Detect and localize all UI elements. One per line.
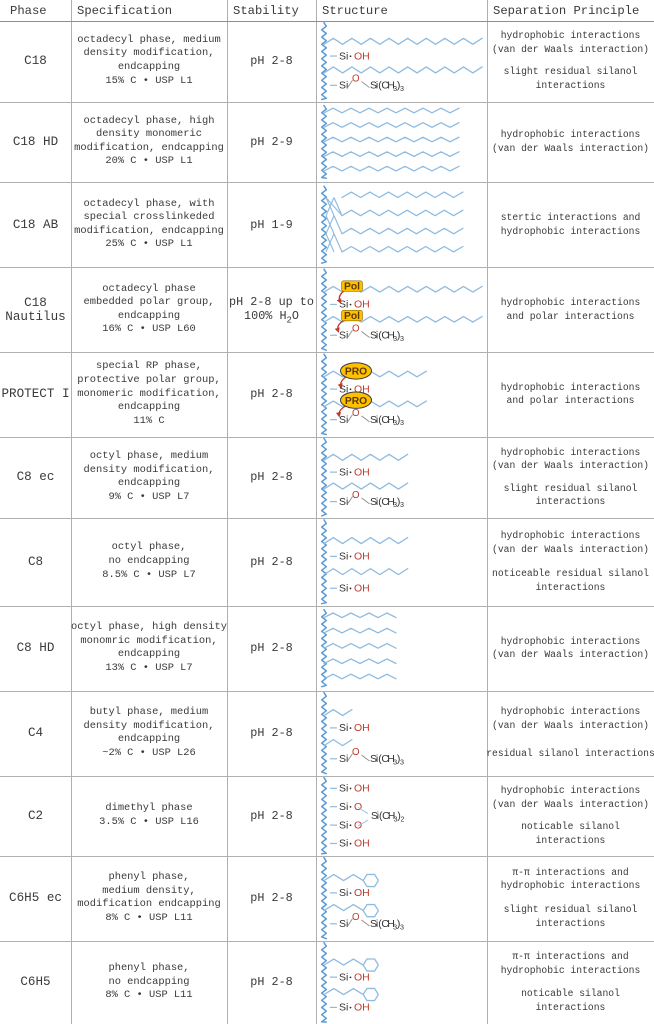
svg-text:Si: Si <box>339 1002 348 1014</box>
svg-text:Si: Si <box>339 80 348 92</box>
svg-text:3: 3 <box>400 85 404 93</box>
svg-text:O: O <box>352 747 360 758</box>
svg-text:OH: OH <box>354 551 370 563</box>
svg-text:OH: OH <box>354 1002 370 1014</box>
svg-text:Si: Si <box>339 753 348 765</box>
svg-text:Si: Si <box>339 414 348 426</box>
svg-text:OH: OH <box>354 582 370 594</box>
svg-text:Si: Si <box>339 801 348 813</box>
svg-text:Si: Si <box>339 887 348 899</box>
svg-text:Si: Si <box>339 50 348 62</box>
svg-text:3: 3 <box>400 501 404 509</box>
svg-text:Si: Si <box>339 299 348 311</box>
svg-text:Si: Si <box>339 466 348 478</box>
svg-text:2: 2 <box>400 816 404 823</box>
svg-text:Si: Si <box>339 918 348 930</box>
svg-text:3: 3 <box>400 923 404 931</box>
svg-text:OH: OH <box>354 971 370 983</box>
svg-text:PRO: PRO <box>345 396 367 407</box>
svg-text:OH: OH <box>354 887 370 899</box>
svg-text:3: 3 <box>400 419 404 427</box>
svg-text:O: O <box>354 801 362 813</box>
svg-text:Si: Si <box>339 496 348 508</box>
svg-text:Pol: Pol <box>344 281 360 292</box>
svg-text:O: O <box>352 74 360 85</box>
svg-text:Si: Si <box>339 329 348 341</box>
svg-text:O: O <box>352 323 360 334</box>
svg-text:O: O <box>352 912 360 923</box>
svg-text:PRO: PRO <box>345 367 367 378</box>
svg-text:Pol: Pol <box>344 311 360 322</box>
svg-text:O: O <box>352 408 360 419</box>
svg-text:3: 3 <box>400 758 404 766</box>
svg-text:Si: Si <box>339 722 348 734</box>
svg-text:OH: OH <box>354 722 370 734</box>
svg-text:Si: Si <box>339 819 348 831</box>
svg-text:OH: OH <box>354 466 370 478</box>
svg-text:Si: Si <box>339 971 348 983</box>
svg-text:OH: OH <box>354 50 370 62</box>
svg-text:Si: Si <box>339 838 348 850</box>
svg-text:OH: OH <box>354 299 370 311</box>
svg-text:O: O <box>352 490 360 501</box>
svg-text:3: 3 <box>400 335 404 343</box>
svg-text:OH: OH <box>354 783 370 795</box>
svg-text:Si: Si <box>339 582 348 594</box>
svg-text:OH: OH <box>354 838 370 850</box>
svg-text:Si: Si <box>339 783 348 795</box>
svg-text:Si: Si <box>339 551 348 563</box>
